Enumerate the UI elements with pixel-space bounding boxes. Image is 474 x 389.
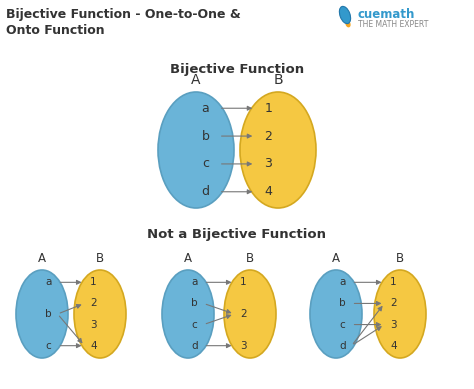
Ellipse shape <box>162 270 214 358</box>
Text: 4: 4 <box>264 185 273 198</box>
Text: a: a <box>339 277 346 287</box>
Text: Bijective Function: Bijective Function <box>170 63 304 76</box>
Ellipse shape <box>16 270 68 358</box>
Text: 4: 4 <box>390 341 397 350</box>
Text: 2: 2 <box>390 298 397 308</box>
Text: a: a <box>46 277 52 287</box>
Text: c: c <box>340 319 346 329</box>
Text: 3: 3 <box>390 319 397 329</box>
Text: 2: 2 <box>264 130 273 143</box>
Ellipse shape <box>310 270 362 358</box>
Text: B: B <box>273 73 283 87</box>
Text: a: a <box>201 102 210 115</box>
Text: 3: 3 <box>240 341 247 350</box>
Text: c: c <box>191 319 197 329</box>
Text: d: d <box>191 341 198 350</box>
Text: d: d <box>201 185 210 198</box>
Text: cuemath: cuemath <box>358 8 415 21</box>
Text: 2: 2 <box>240 309 247 319</box>
Text: 1: 1 <box>390 277 397 287</box>
Text: 1: 1 <box>240 277 247 287</box>
Text: A: A <box>38 252 46 265</box>
Text: 1: 1 <box>264 102 273 115</box>
Text: B: B <box>96 252 104 265</box>
Text: 3: 3 <box>90 319 97 329</box>
Ellipse shape <box>240 92 316 208</box>
Ellipse shape <box>74 270 126 358</box>
Text: c: c <box>202 158 209 170</box>
Ellipse shape <box>339 6 351 24</box>
Text: 4: 4 <box>90 341 97 350</box>
Text: a: a <box>191 277 198 287</box>
Text: A: A <box>184 252 192 265</box>
Text: B: B <box>396 252 404 265</box>
Text: b: b <box>201 130 210 143</box>
Text: 1: 1 <box>90 277 97 287</box>
Text: 2: 2 <box>90 298 97 308</box>
Text: Onto Function: Onto Function <box>6 24 105 37</box>
Ellipse shape <box>158 92 234 208</box>
Text: b: b <box>45 309 52 319</box>
Text: Not a Bijective Function: Not a Bijective Function <box>147 228 327 241</box>
Text: A: A <box>332 252 340 265</box>
Ellipse shape <box>374 270 426 358</box>
Text: THE MATH EXPERT: THE MATH EXPERT <box>358 20 428 29</box>
Ellipse shape <box>224 270 276 358</box>
Ellipse shape <box>346 21 351 27</box>
Text: A: A <box>191 73 201 87</box>
Text: d: d <box>339 341 346 350</box>
Text: b: b <box>191 298 198 308</box>
Text: 3: 3 <box>264 158 273 170</box>
Text: c: c <box>46 341 51 350</box>
Text: Bijective Function - One-to-One &: Bijective Function - One-to-One & <box>6 8 241 21</box>
Text: b: b <box>339 298 346 308</box>
Text: B: B <box>246 252 254 265</box>
